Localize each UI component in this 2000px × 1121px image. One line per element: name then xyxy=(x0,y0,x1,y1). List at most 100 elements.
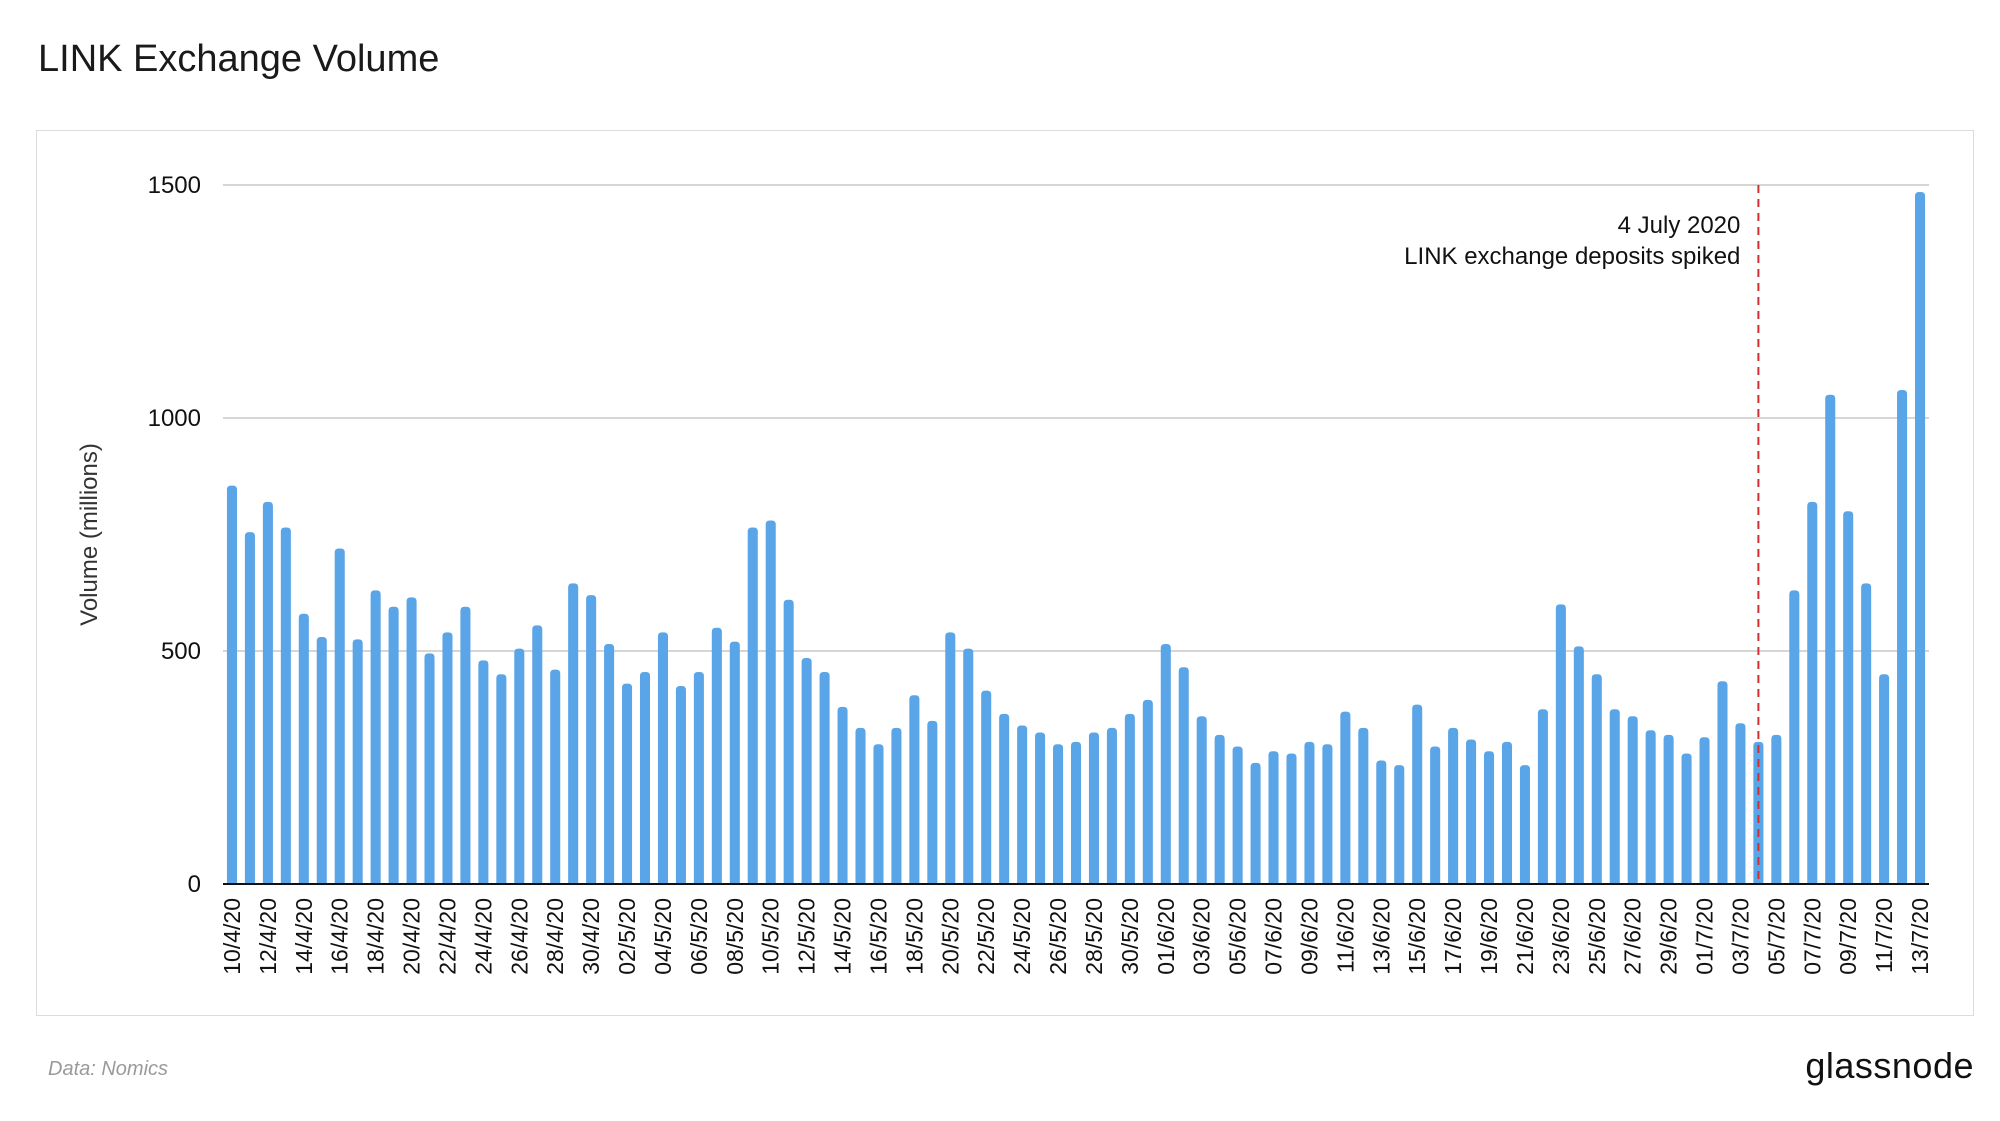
bar xyxy=(1681,753,1692,884)
chart-title: LINK Exchange Volume xyxy=(38,38,440,80)
bar xyxy=(1717,681,1728,884)
bar xyxy=(1519,765,1530,884)
bar xyxy=(1645,730,1656,884)
x-tick-label: 10/5/20 xyxy=(758,898,784,975)
chart-panel: 0 500 1000 1500 Volume (millions) 10/4/20 12/4… xyxy=(36,130,1974,1016)
x-tick-label: 22/5/20 xyxy=(973,898,999,975)
bar xyxy=(1250,762,1261,884)
bar xyxy=(1591,674,1602,884)
x-tick-label: 20/4/20 xyxy=(399,898,425,975)
bar xyxy=(1376,760,1387,884)
bar xyxy=(1322,744,1333,884)
bar xyxy=(1340,711,1351,884)
bar xyxy=(657,632,668,884)
bar xyxy=(568,583,579,884)
bar xyxy=(927,720,938,884)
bar xyxy=(1430,746,1441,884)
bar xyxy=(1879,674,1890,884)
x-tick-label: 24/5/20 xyxy=(1009,898,1035,975)
bar-chart: 0 500 1000 1500 Volume (millions) 10/4/20 12/4… xyxy=(76,172,1933,975)
x-tick-label: 20/5/20 xyxy=(937,898,963,975)
bar xyxy=(855,727,866,884)
bar xyxy=(1017,725,1028,884)
bar xyxy=(622,683,633,884)
x-tick-label: 04/5/20 xyxy=(650,898,676,975)
bar xyxy=(1286,753,1297,884)
bar xyxy=(244,532,255,884)
bar xyxy=(963,648,974,884)
bar xyxy=(280,527,291,884)
x-tick-label: 01/6/20 xyxy=(1153,898,1179,975)
bar xyxy=(460,606,471,884)
y-axis-label: Volume (millions) xyxy=(76,443,103,626)
bar xyxy=(1304,741,1315,884)
bar xyxy=(837,706,848,884)
bar xyxy=(999,713,1010,884)
bar xyxy=(388,606,399,884)
x-tick-label: 12/5/20 xyxy=(794,898,820,975)
x-tick-label: 11/6/20 xyxy=(1332,898,1358,973)
x-tick-label: 09/7/20 xyxy=(1835,898,1861,975)
x-tick-label: 18/4/20 xyxy=(363,898,389,975)
bar xyxy=(1843,511,1854,884)
x-tick-label: 30/4/20 xyxy=(578,898,604,975)
bar xyxy=(765,520,776,884)
bar xyxy=(1897,390,1908,884)
bar xyxy=(1214,734,1225,884)
bar xyxy=(819,671,830,884)
x-tick-label: 09/6/20 xyxy=(1296,898,1322,975)
y-tick-label: 0 xyxy=(188,871,201,898)
bar xyxy=(1609,709,1620,884)
x-tick-label: 30/5/20 xyxy=(1117,898,1143,975)
bar xyxy=(1070,741,1082,884)
bar xyxy=(316,637,327,884)
bar xyxy=(1484,751,1495,884)
bar xyxy=(1753,741,1764,884)
x-tick-label: 23/6/20 xyxy=(1548,898,1574,975)
x-tick-label: 28/4/20 xyxy=(542,898,568,975)
x-tick-label: 17/6/20 xyxy=(1440,898,1466,975)
x-tick-label: 19/6/20 xyxy=(1476,898,1502,975)
data-source-note: Data: Nomics xyxy=(48,1058,169,1080)
bar xyxy=(1555,604,1566,884)
x-tick-label: 28/5/20 xyxy=(1081,898,1107,975)
bar xyxy=(1196,716,1207,884)
bar xyxy=(334,548,345,884)
x-tick-label: 03/6/20 xyxy=(1189,898,1215,975)
bar xyxy=(604,644,615,884)
y-tick-label: 500 xyxy=(161,638,201,665)
x-tick-label: 29/6/20 xyxy=(1656,898,1682,975)
bar xyxy=(370,590,381,884)
bar xyxy=(1232,746,1243,884)
bar xyxy=(1771,734,1782,884)
bar xyxy=(675,685,686,884)
x-tick-label: 10/4/20 xyxy=(219,898,245,975)
x-tick-label: 21/6/20 xyxy=(1512,898,1538,975)
bar xyxy=(1663,734,1674,884)
bar xyxy=(1178,667,1189,884)
x-tick-label: 16/4/20 xyxy=(327,898,353,975)
bar xyxy=(406,597,417,884)
bar xyxy=(262,501,273,884)
bar xyxy=(801,657,812,884)
bar xyxy=(639,671,651,884)
x-tick-label: 02/5/20 xyxy=(614,898,640,975)
x-tick-label: 16/5/20 xyxy=(865,898,891,975)
bar xyxy=(550,669,561,884)
bar xyxy=(424,653,435,884)
bar xyxy=(1807,501,1818,884)
bar xyxy=(783,599,794,884)
bar xyxy=(496,674,507,884)
bar xyxy=(1088,732,1099,884)
bar xyxy=(945,632,956,884)
x-tick-label: 08/5/20 xyxy=(722,898,748,975)
x-tick-label: 24/4/20 xyxy=(470,898,496,975)
bar xyxy=(532,625,543,884)
bar xyxy=(1053,744,1064,884)
x-tick-label: 27/6/20 xyxy=(1620,898,1646,975)
bar xyxy=(1861,583,1872,884)
bar xyxy=(1268,751,1279,884)
bar xyxy=(352,639,363,884)
bar xyxy=(478,660,489,884)
x-tick-label: 11/7/20 xyxy=(1871,898,1897,973)
